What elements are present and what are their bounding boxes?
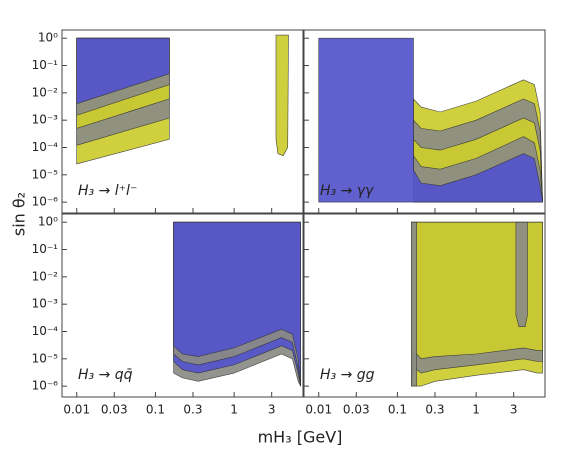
region	[411, 221, 417, 387]
panel-frame	[61, 29, 304, 214]
y-tick-label: 10⁻²	[32, 269, 59, 283]
region	[275, 34, 289, 157]
panel-label: H₃ → γγ	[320, 183, 374, 199]
y-tick-label: 10⁻⁵	[32, 351, 59, 365]
region	[411, 221, 543, 387]
x-tick-label: 0.01	[305, 403, 332, 417]
x-tick-label: 0.03	[343, 403, 370, 417]
region	[173, 221, 301, 387]
x-tick-label: 0.3	[183, 403, 202, 417]
x-tick-label: 0.03	[101, 403, 128, 417]
y-tick-label: 10⁻⁵	[32, 167, 59, 181]
y-tick-label: 10⁻²	[32, 85, 59, 99]
x-tick-label: 3	[510, 403, 518, 417]
x-tick-label: 0.1	[146, 403, 165, 417]
y-tick-label: 10⁻⁴	[32, 140, 59, 154]
x-tick-label: 0.3	[425, 403, 444, 417]
x-tick-label: 0.01	[63, 403, 90, 417]
x-tick-label: 3	[268, 403, 276, 417]
x-tick-label: 1	[230, 403, 238, 417]
y-tick-label: 10⁻¹	[32, 58, 59, 72]
panel-frame	[303, 213, 546, 398]
y-tick-label: 10⁰	[38, 31, 58, 45]
panel-frame	[61, 213, 304, 398]
x-tick-label: 0.1	[388, 403, 407, 417]
region	[318, 37, 543, 203]
panel-label: H₃ → qq̄	[78, 367, 133, 383]
y-tick-label: 10⁻³	[32, 297, 59, 311]
y-tick-label: 10⁻⁶	[32, 195, 59, 209]
x-axis-label: mH₃ [GeV]	[258, 428, 343, 447]
panel-frame	[303, 29, 546, 214]
region	[76, 37, 170, 105]
y-tick-label: 10⁻³	[32, 113, 59, 127]
y-tick-label: 10⁰	[38, 215, 58, 229]
panel-label: H₃ → gg	[320, 367, 375, 383]
x-tick-label: 1	[472, 403, 480, 417]
y-tick-label: 10⁻¹	[32, 242, 59, 256]
panel-label: H₃ → l⁺l⁻	[78, 183, 137, 199]
y-tick-label: 10⁻⁴	[32, 324, 59, 338]
y-axis-label: sin θ₂	[10, 192, 29, 236]
region	[515, 221, 528, 327]
y-tick-label: 10⁻⁶	[32, 379, 59, 393]
